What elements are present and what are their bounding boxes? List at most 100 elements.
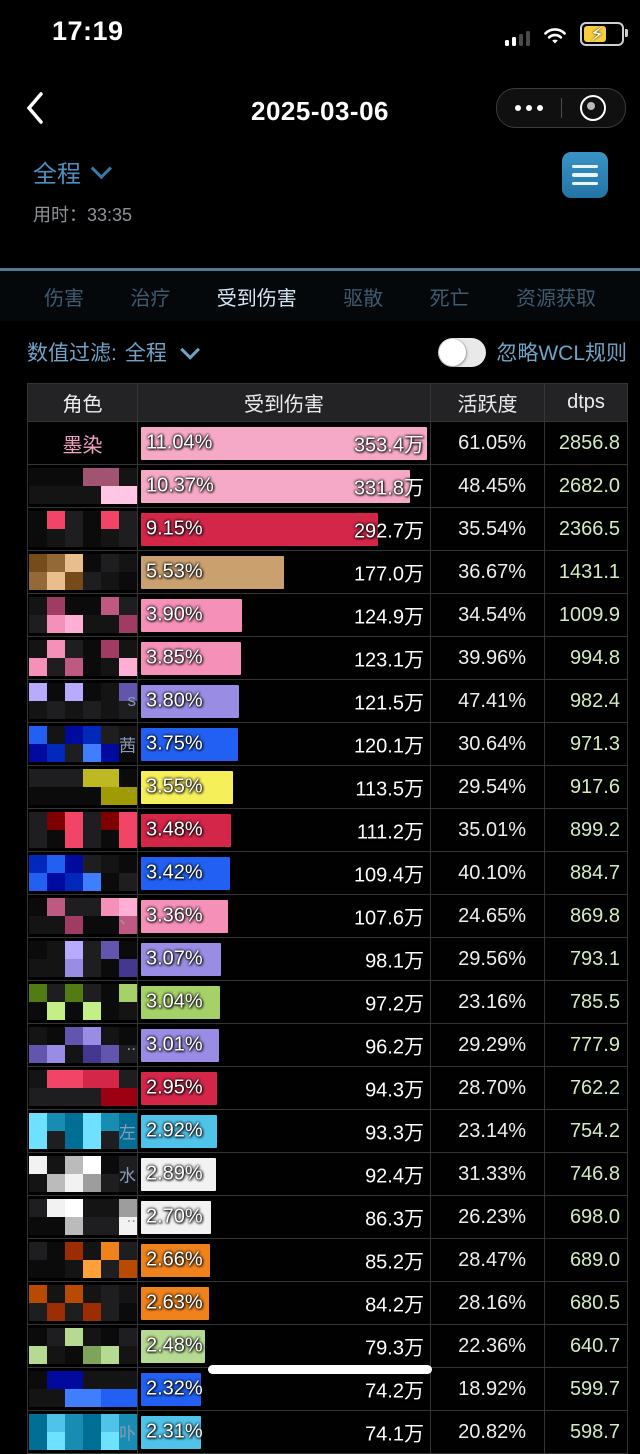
player-name-cell: 、 (28, 895, 138, 938)
ellipsis-icon (514, 105, 543, 111)
damage-percent: 3.36% (146, 904, 203, 927)
dtps-cell: 1431.1 (545, 551, 628, 594)
more-options-button[interactable] (497, 89, 561, 127)
damage-bar (141, 1158, 216, 1191)
damage-bar (141, 1029, 219, 1062)
table-row[interactable]: .. 3.01% 96.2万 29.29% 777.9 (28, 1024, 628, 1067)
damage-percent: 2.89% (146, 1162, 203, 1185)
table-row[interactable]: 、 3.36% 107.6万 24.65% 869.8 (28, 895, 628, 938)
home-indicator[interactable] (208, 1365, 432, 1374)
censored-name-mosaic (28, 1371, 137, 1407)
damage-bar (141, 599, 243, 632)
censored-name-mosaic (28, 1156, 137, 1192)
damage-taken-cell: 2.92% 93.3万 (138, 1110, 431, 1153)
damage-bar (141, 814, 232, 847)
damage-amount: 113.5万 (355, 778, 424, 801)
name-suffix: .. (126, 777, 136, 796)
activity-cell: 22.36% (431, 1325, 545, 1368)
range-dropdown[interactable]: 全程 (33, 154, 112, 189)
section-divider (0, 268, 640, 271)
cellular-signal-icon (504, 30, 530, 46)
dtps-cell: 884.7 (545, 852, 628, 895)
damage-amount: 98.1万 (365, 950, 424, 973)
damage-bar (141, 1330, 206, 1363)
name-suffix: 、 (119, 908, 136, 928)
activity-cell: 29.29% (431, 1024, 545, 1067)
dtps-cell: 971.3 (545, 723, 628, 766)
table-row[interactable]: 2.63% 84.2万 28.16% 680.5 (28, 1282, 628, 1325)
damage-percent: 2.66% (146, 1248, 203, 1271)
ignore-wcl-toggle[interactable] (438, 337, 487, 367)
tab-1[interactable]: 治疗 (130, 287, 171, 310)
table-row[interactable]: 2.95% 94.3万 28.70% 762.2 (28, 1067, 628, 1110)
table-row[interactable]: 墨染 11.04% 353.4万 61.05% 2856.8 (28, 422, 628, 465)
damage-bar (141, 685, 240, 718)
activity-cell: 28.70% (431, 1067, 545, 1110)
censored-name-mosaic (28, 941, 137, 977)
tab-0[interactable]: 伤害 (44, 287, 84, 310)
damage-percent: 3.90% (146, 603, 203, 626)
censored-name-mosaic (28, 855, 137, 891)
damage-taken-cell: 11.04% 353.4万 (138, 422, 431, 465)
table-row[interactable]: 3.48% 111.2万 35.01% 899.2 (28, 809, 628, 852)
table-row[interactable]: 9.15% 292.7万 35.54% 2366.5 (28, 508, 628, 551)
damage-taken-cell: 3.85% 123.1万 (138, 637, 431, 680)
damage-amount: 85.2万 (365, 1251, 424, 1274)
activity-cell: 61.05% (431, 422, 545, 465)
damage-taken-cell: 3.36% 107.6万 (138, 895, 431, 938)
damage-percent: 2.32% (146, 1377, 203, 1400)
dtps-cell: 869.8 (545, 895, 628, 938)
damage-percent: 10.37% (146, 474, 214, 497)
dtps-cell: 746.8 (545, 1153, 628, 1196)
table-row[interactable]: 水 2.89% 92.4万 31.33% 746.8 (28, 1153, 628, 1196)
table-row[interactable]: 2.32% 74.2万 18.92% 599.7 (28, 1368, 628, 1411)
activity-cell: 30.64% (431, 723, 545, 766)
damage-taken-cell: 3.04% 97.2万 (138, 981, 431, 1024)
table-row[interactable]: 卟 2.31% 74.1万 20.82% 598.7 (28, 1411, 628, 1454)
status-bar: 17:19 ⚡ (0, 0, 640, 60)
dtps-cell: 2856.8 (545, 422, 628, 465)
table-row[interactable]: .. 3.55% 113.5万 29.54% 917.6 (28, 766, 628, 809)
damage-amount: 84.2万 (365, 1294, 424, 1317)
player-name-cell: 墨染 (28, 422, 138, 465)
damage-percent: 3.04% (146, 990, 203, 1013)
table-row[interactable]: .. 2.70% 86.3万 26.23% 698.0 (28, 1196, 628, 1239)
table-row[interactable]: 左 2.92% 93.3万 23.14% 754.2 (28, 1110, 628, 1153)
activity-cell: 48.45% (431, 465, 545, 508)
table-row[interactable]: 10.37% 331.8万 48.45% 2682.0 (28, 465, 628, 508)
tab-5[interactable]: 资源获取 (515, 287, 596, 310)
player-name-cell (28, 594, 138, 637)
damage-taken-cell: 2.48% 79.3万 (138, 1325, 431, 1368)
player-name-cell (28, 508, 138, 551)
table-row[interactable]: 2.48% 79.3万 22.36% 640.7 (28, 1325, 628, 1368)
damage-percent: 5.53% (146, 560, 203, 583)
table-row[interactable]: 3.07% 98.1万 29.56% 793.1 (28, 938, 628, 981)
tab-3[interactable]: 驱散 (343, 287, 384, 310)
damage-bar (141, 900, 229, 933)
dtps-cell: 2682.0 (545, 465, 628, 508)
table-row[interactable]: 茜 3.75% 120.1万 30.64% 971.3 (28, 723, 628, 766)
tab-2[interactable]: 受到伤害 (216, 287, 297, 310)
player-name-cell (28, 551, 138, 594)
activity-cell: 34.54% (431, 594, 545, 637)
back-button[interactable] (26, 86, 66, 130)
table-row[interactable]: s 3.80% 121.5万 47.41% 982.4 (28, 680, 628, 723)
damage-bar (141, 1287, 210, 1320)
table-row[interactable]: 5.53% 177.0万 36.67% 1431.1 (28, 551, 628, 594)
censored-name-mosaic (28, 898, 137, 934)
player-name-cell (28, 1368, 138, 1411)
table-row[interactable]: 3.90% 124.9万 34.54% 1009.9 (28, 594, 628, 637)
table-row[interactable]: 3.42% 109.4万 40.10% 884.7 (28, 852, 628, 895)
value-filter-dropdown[interactable]: 数值过滤: 全程 (27, 337, 200, 367)
damage-percent: 2.31% (146, 1420, 203, 1443)
tab-4[interactable]: 死亡 (429, 287, 470, 310)
damage-amount: 123.1万 (353, 649, 424, 672)
damage-bar (141, 1201, 211, 1234)
table-row[interactable]: 3.85% 123.1万 39.96% 994.8 (28, 637, 628, 680)
damage-percent: 3.85% (146, 646, 203, 669)
menu-button[interactable] (562, 152, 608, 198)
table-row[interactable]: 3.04% 97.2万 23.16% 785.5 (28, 981, 628, 1024)
close-miniprogram-button[interactable] (562, 89, 626, 127)
table-row[interactable]: 2.66% 85.2万 28.47% 689.0 (28, 1239, 628, 1282)
activity-cell: 23.16% (431, 981, 545, 1024)
